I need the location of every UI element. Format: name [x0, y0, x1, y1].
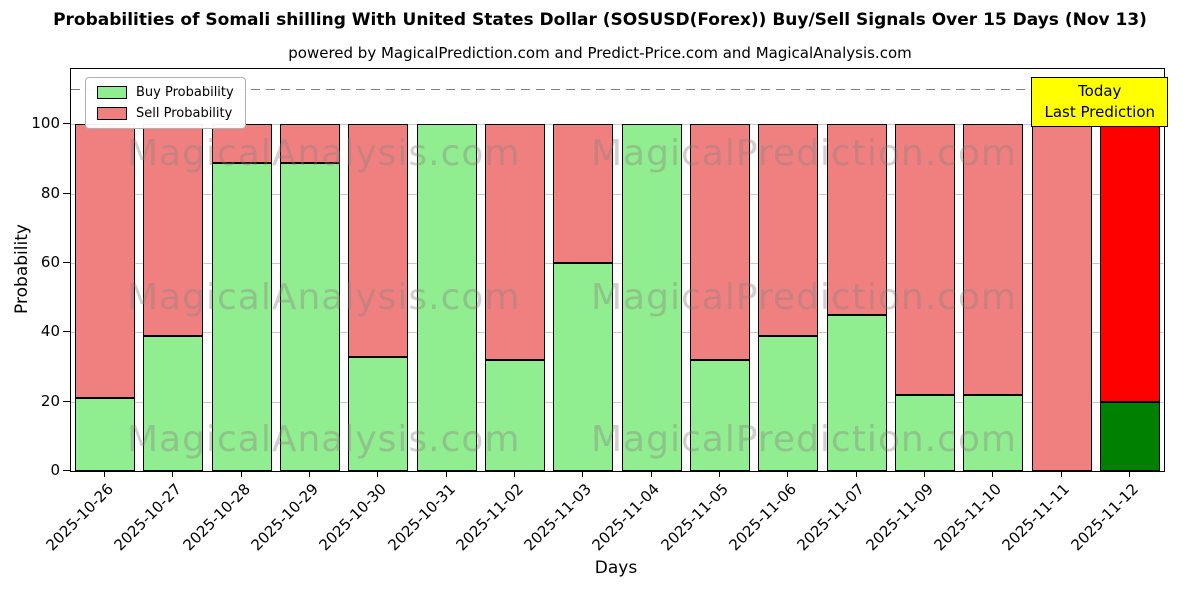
x-tick-label-2025-10-27: 2025-10-27	[110, 480, 186, 555]
watermark-magicalprediction: MagicalPrediction.com	[591, 133, 1017, 174]
gridline-y40	[71, 332, 1164, 334]
x-tickmark-2025-10-29	[309, 470, 311, 477]
x-tickmark-2025-11-02	[514, 470, 516, 477]
today-annotation-line1: Today	[1078, 82, 1122, 100]
sell-probability-swatch	[97, 107, 127, 120]
x-tickmark-2025-10-30	[377, 470, 379, 477]
gridline-y20	[71, 401, 1164, 403]
bar-buy-2025-10-27	[143, 335, 204, 471]
gridline-y100	[71, 124, 1164, 126]
bar-buy-2025-10-31	[416, 124, 477, 471]
buy-probability-swatch	[97, 86, 127, 99]
legend: Buy Probability Sell Probability	[85, 77, 246, 129]
chart-subtitle: powered by MagicalPrediction.com and Pre…	[288, 44, 912, 62]
x-tick-label-2025-11-03: 2025-11-03	[520, 480, 596, 555]
bar-buy-2025-10-29	[280, 162, 341, 471]
x-tick-label-2025-11-04: 2025-11-04	[589, 480, 664, 555]
today-annotation: Today Last Prediction	[1031, 77, 1168, 127]
gridline-y80	[71, 193, 1164, 195]
bar-buy-2025-11-12	[1099, 401, 1160, 471]
plot-area: Buy Probability Sell Probability Today L…	[70, 68, 1168, 472]
x-tickmark-2025-11-07	[855, 470, 857, 477]
bar-sell-2025-11-10	[963, 124, 1024, 395]
y-tick-label-100: 100	[31, 114, 60, 133]
x-tick-label-2025-11-12: 2025-11-12	[1067, 480, 1142, 555]
watermark-magicalanalysis: MagicalAnalysis.com	[127, 277, 521, 318]
y-tick-label-60: 60	[40, 253, 60, 272]
watermark-magicalprediction: MagicalPrediction.com	[591, 277, 1017, 318]
legend-item-buy: Buy Probability	[97, 85, 234, 100]
legend-item-sell: Sell Probability	[97, 106, 234, 121]
x-tick-label-2025-11-07: 2025-11-07	[793, 480, 869, 555]
x-tickmark-2025-11-09	[923, 470, 925, 477]
x-tick-label-2025-11-09: 2025-11-09	[862, 480, 937, 555]
x-tick-label-2025-11-11: 2025-11-11	[998, 480, 1074, 555]
bar-sell-2025-11-12	[1099, 89, 1160, 402]
y-tickmark-80	[63, 192, 70, 194]
bar-sell-2025-10-28	[211, 124, 272, 163]
y-tick-label-40: 40	[40, 322, 60, 341]
bar-buy-2025-11-04	[621, 124, 682, 471]
y-tickmark-40	[63, 331, 70, 333]
chart-title: Probabilities of Somali shilling With Un…	[53, 10, 1147, 30]
bar-sell-2025-11-11	[1031, 124, 1092, 471]
x-axis-label: Days	[594, 558, 638, 578]
y-tickmark-0	[63, 470, 70, 471]
bar-buy-2025-11-02	[485, 360, 546, 471]
x-tick-label-2025-10-31: 2025-10-31	[384, 480, 459, 555]
watermark-magicalanalysis: MagicalAnalysis.com	[127, 419, 521, 460]
x-tickmark-2025-11-11	[1060, 470, 1062, 477]
bar-sell-2025-11-09	[894, 124, 955, 395]
bar-sell-2025-11-02	[485, 124, 546, 361]
x-tickmark-2025-10-26	[104, 470, 106, 477]
bar-buy-2025-10-30	[348, 356, 409, 471]
x-tick-label-2025-10-26: 2025-10-26	[42, 480, 117, 555]
gridline-y60	[71, 263, 1164, 265]
legend-sell-label: Sell Probability	[136, 106, 233, 121]
today-annotation-line2: Last Prediction	[1044, 103, 1155, 121]
x-tick-label-2025-10-28: 2025-10-28	[179, 480, 254, 555]
bar-buy-2025-11-06	[758, 335, 819, 471]
x-tick-label-2025-11-05: 2025-11-05	[657, 480, 732, 555]
x-tickmark-2025-10-28	[240, 470, 242, 477]
x-tickmark-2025-11-10	[992, 470, 994, 477]
y-tickmark-60	[63, 262, 70, 264]
bar-sell-2025-11-03	[553, 124, 614, 264]
bar-buy-2025-10-26	[75, 398, 136, 471]
threshold-dashed-line	[71, 88, 1164, 91]
bar-sell-2025-11-05	[689, 124, 750, 361]
bar-buy-2025-11-03	[553, 263, 614, 471]
x-tickmark-2025-11-06	[787, 470, 789, 477]
bar-buy-2025-11-05	[689, 360, 750, 471]
bar-sell-2025-10-30	[348, 124, 409, 357]
bar-sell-2025-11-06	[758, 124, 819, 336]
x-tickmark-2025-11-05	[718, 470, 720, 477]
watermark-magicalprediction: MagicalPrediction.com	[591, 419, 1017, 460]
x-tickmark-2025-11-12	[1128, 470, 1130, 477]
y-tick-label-80: 80	[40, 183, 60, 202]
y-tick-label-20: 20	[40, 391, 60, 410]
bar-buy-2025-11-10	[963, 394, 1024, 471]
bar-buy-2025-10-28	[211, 162, 272, 471]
x-tickmark-2025-10-31	[445, 470, 447, 477]
bar-sell-2025-11-07	[826, 124, 887, 316]
x-tick-label-2025-10-29: 2025-10-29	[247, 480, 322, 555]
bar-buy-2025-11-07	[826, 315, 887, 471]
bar-buy-2025-11-09	[894, 394, 955, 471]
x-tick-label-2025-10-30: 2025-10-30	[315, 480, 391, 555]
x-tick-label-2025-11-10: 2025-11-10	[930, 480, 1005, 555]
x-tickmark-2025-11-03	[582, 470, 584, 477]
watermark-magicalanalysis: MagicalAnalysis.com	[127, 133, 521, 174]
x-tick-label-2025-11-06: 2025-11-06	[725, 480, 801, 555]
y-tick-label-0: 0	[50, 461, 60, 479]
y-tickmark-20	[63, 400, 70, 402]
x-tickmark-2025-10-27	[172, 470, 174, 477]
x-tick-label-2025-11-02: 2025-11-02	[452, 480, 527, 555]
bar-sell-2025-10-29	[280, 124, 341, 163]
legend-buy-label: Buy Probability	[136, 85, 234, 100]
y-tickmark-100	[63, 123, 70, 125]
x-tickmark-2025-11-04	[650, 470, 652, 477]
